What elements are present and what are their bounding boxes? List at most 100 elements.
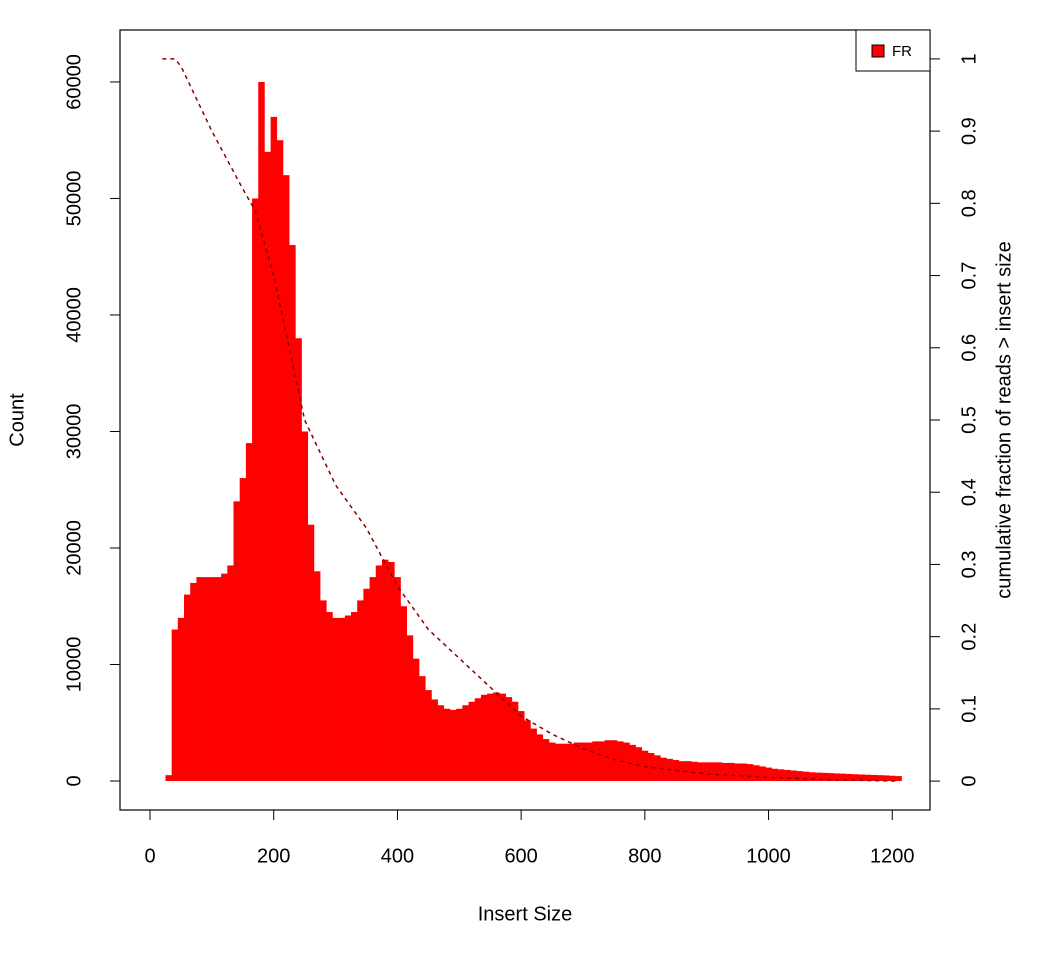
bar (499, 693, 506, 781)
bar (252, 198, 259, 781)
bar (814, 772, 822, 781)
y2-tick-label: 0.4 (958, 478, 980, 506)
bar (722, 762, 729, 781)
bar (320, 600, 327, 781)
bar (864, 774, 871, 781)
bar (740, 763, 748, 781)
bar (363, 588, 370, 781)
x-tick-label: 600 (504, 845, 537, 867)
bar (208, 577, 216, 781)
bar (425, 690, 432, 781)
bar (165, 775, 172, 781)
legend-swatch (871, 44, 885, 58)
bar (221, 573, 228, 781)
bar (759, 766, 766, 781)
bar (487, 693, 494, 781)
bar (196, 577, 203, 781)
bar (437, 705, 445, 781)
y2-axis-label: cumulative fraction of reads > insert si… (993, 241, 1015, 598)
bar (728, 762, 735, 781)
bar (678, 761, 686, 781)
y-axis-label: Count (6, 393, 28, 447)
bar (703, 762, 711, 781)
bar (734, 763, 742, 781)
bar (233, 501, 240, 781)
bar (617, 741, 624, 781)
bar (505, 697, 513, 781)
bar (431, 699, 438, 781)
bar (357, 600, 364, 781)
bar (685, 761, 692, 781)
y-tick-label: 20000 (63, 520, 85, 576)
bar (827, 773, 834, 781)
bar (301, 431, 309, 781)
bar (852, 774, 859, 781)
bar (468, 701, 476, 781)
bar (474, 698, 482, 781)
bar (889, 775, 896, 781)
y-tick-label: 30000 (63, 404, 85, 460)
bar (264, 151, 271, 781)
bar (462, 705, 469, 781)
y2-tick-label: 0.9 (958, 117, 980, 145)
bar (276, 140, 284, 781)
y-tick-label: 0 (63, 775, 85, 786)
x-axis-label: Insert Size (478, 903, 572, 925)
bar (771, 768, 779, 781)
bar (245, 443, 253, 781)
y2-tick-label: 0.3 (958, 551, 980, 579)
bar (753, 765, 760, 781)
bar (258, 81, 265, 781)
bar (790, 770, 797, 781)
bar (870, 774, 878, 781)
bar (270, 116, 278, 781)
bar (450, 709, 457, 781)
bar (326, 612, 333, 781)
bar (412, 658, 420, 781)
y2-tick-label: 1 (958, 53, 980, 64)
bar (876, 775, 884, 781)
y-tick-label: 10000 (63, 637, 85, 693)
bar (882, 775, 890, 781)
bar (214, 577, 222, 781)
bar (332, 617, 339, 781)
bar (190, 582, 197, 781)
bar (536, 734, 544, 781)
bar (295, 338, 302, 781)
bar (518, 711, 525, 781)
bar (777, 769, 785, 781)
x-tick-label: 200 (257, 845, 290, 867)
bar (610, 740, 618, 781)
x-tick-label: 1000 (746, 845, 791, 867)
y-tick-label: 60000 (63, 54, 85, 110)
bar (623, 742, 630, 781)
bar (511, 701, 519, 781)
bar (833, 773, 840, 781)
bar (530, 728, 537, 781)
bar (784, 769, 791, 781)
bar (419, 676, 426, 781)
x-tick-label: 1200 (870, 845, 915, 867)
x-tick-label: 0 (144, 845, 155, 867)
bar (808, 772, 816, 781)
bar (641, 750, 649, 781)
bar (592, 741, 599, 781)
y2-tick-label: 0.1 (958, 695, 980, 723)
bar (895, 776, 902, 781)
bar (567, 743, 575, 781)
bar (338, 617, 346, 781)
cumulative-line (162, 58, 899, 782)
bar (839, 773, 847, 781)
y2-tick-label: 0.6 (958, 334, 980, 362)
bar (227, 565, 234, 781)
bar (691, 761, 698, 781)
y-tick-label: 40000 (63, 287, 85, 343)
bar (202, 577, 210, 781)
y-tick-label: 50000 (63, 171, 85, 227)
y2-tick-label: 0.7 (958, 262, 980, 290)
bar (177, 617, 185, 781)
bar (709, 762, 717, 781)
bar (171, 629, 179, 781)
